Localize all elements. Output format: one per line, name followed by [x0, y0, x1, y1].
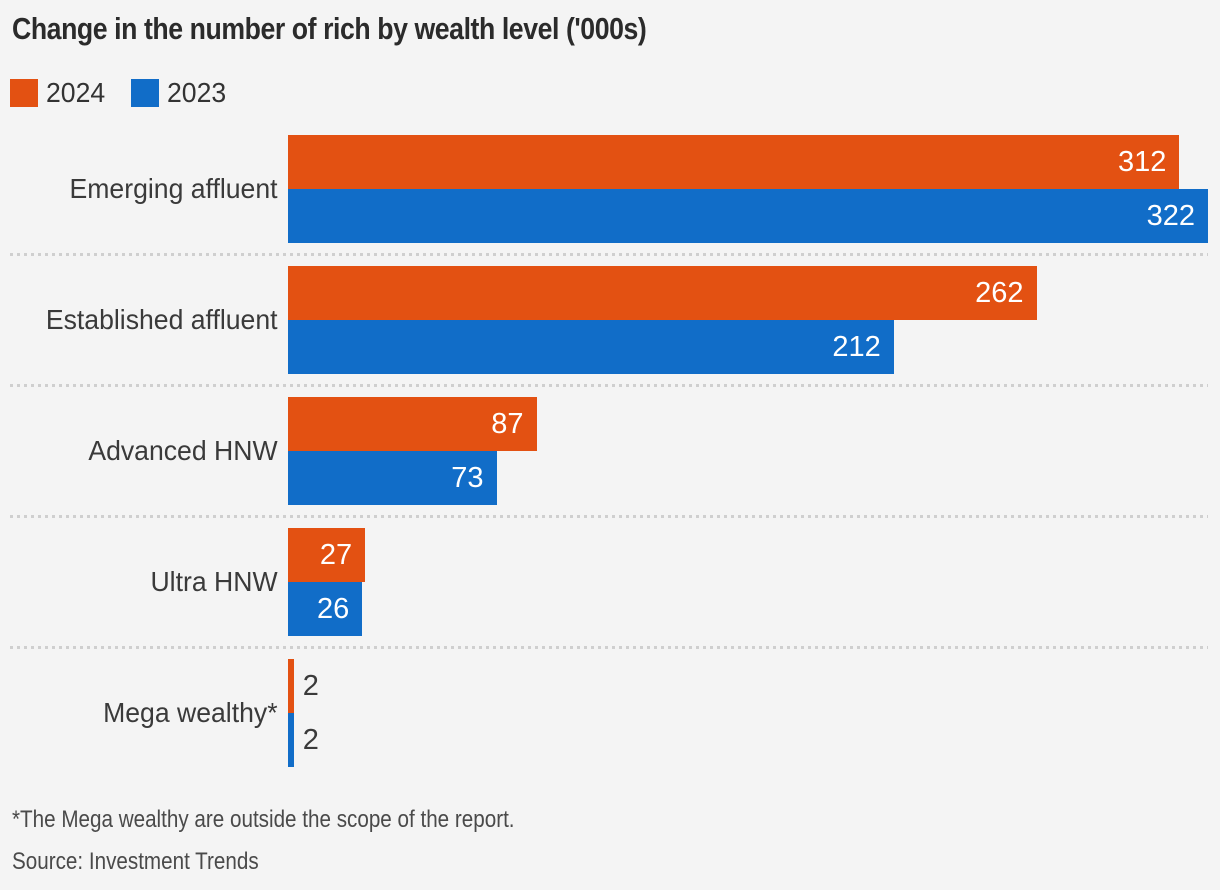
category-label: Mega wealthy*: [103, 697, 278, 728]
bar-group: 312 322: [288, 135, 1208, 243]
bar-2023: 212: [288, 320, 894, 374]
chart-source: Source: Investment Trends: [12, 848, 259, 875]
chart-footnote: *The Mega wealthy are outside the scope …: [12, 806, 515, 833]
bar-line-2024: 87: [288, 397, 1208, 451]
bar-line-2024: 27: [288, 528, 1208, 582]
chart-row: Advanced HNW 87 73: [0, 397, 1220, 505]
value-label: 27: [319, 538, 353, 571]
legend-label-2023: 2023: [167, 77, 227, 108]
legend-swatch-2024: [10, 79, 38, 107]
value-label: 212: [832, 330, 881, 363]
row-divider: [10, 515, 1208, 518]
chart-row: Emerging affluent 312 322: [0, 135, 1220, 243]
value-label: 73: [451, 461, 484, 494]
value-label: 2: [302, 723, 319, 756]
bar-2024: 87: [288, 397, 537, 451]
category-label: Emerging affluent: [69, 173, 278, 204]
row-divider: [10, 253, 1208, 256]
category-label: Advanced HNW: [88, 435, 278, 466]
value-label: 322: [1146, 199, 1195, 232]
bar-2024: [288, 659, 294, 713]
bar-2023: [288, 713, 294, 767]
legend-label-2024: 2024: [46, 77, 106, 108]
bar-2023: 322: [288, 189, 1208, 243]
chart-legend: 2024 2023: [10, 77, 253, 109]
chart-row: Ultra HNW 27 26: [0, 528, 1220, 636]
value-label: 87: [491, 407, 524, 440]
bar-line-2023: 322: [288, 189, 1208, 243]
row-divider: [10, 646, 1208, 649]
bar-2023: 26: [288, 582, 363, 636]
bar-line-2023: 2: [288, 713, 1208, 767]
bar-2023: 73: [288, 451, 497, 505]
legend-swatch-2023: [131, 79, 160, 107]
bar-line-2023: 26: [288, 582, 1208, 636]
chart-row: Mega wealthy* 2 2: [0, 659, 1220, 767]
bar-group: 27 26: [288, 528, 1208, 636]
value-label: 2: [302, 669, 319, 702]
bar-chart: Emerging affluent 312 322 Established afflu…: [0, 135, 1220, 767]
bar-line-2023: 73: [288, 451, 1208, 505]
bar-line-2024: 262: [288, 266, 1208, 320]
bar-line-2024: 2: [288, 659, 1208, 713]
chart-title: Change in the number of rich by wealth l…: [12, 11, 647, 46]
bar-group: 87 73: [288, 397, 1208, 505]
bar-2024: 312: [288, 135, 1180, 189]
bar-2024: 27: [288, 528, 366, 582]
bar-group: 262 212: [288, 266, 1208, 374]
value-label: 26: [317, 592, 350, 625]
category-label: Established affluent: [45, 304, 278, 335]
chart-row: Established affluent 262 212: [0, 266, 1220, 374]
bar-line-2024: 312: [288, 135, 1208, 189]
row-divider: [10, 384, 1208, 387]
legend-item-2023: 2023: [131, 77, 229, 109]
category-label: Ultra HNW: [150, 566, 278, 597]
bar-2024: 262: [288, 266, 1037, 320]
value-label: 262: [975, 276, 1024, 309]
bar-line-2023: 212: [288, 320, 1208, 374]
legend-item-2024: 2024: [10, 77, 108, 109]
value-label: 312: [1118, 145, 1167, 178]
